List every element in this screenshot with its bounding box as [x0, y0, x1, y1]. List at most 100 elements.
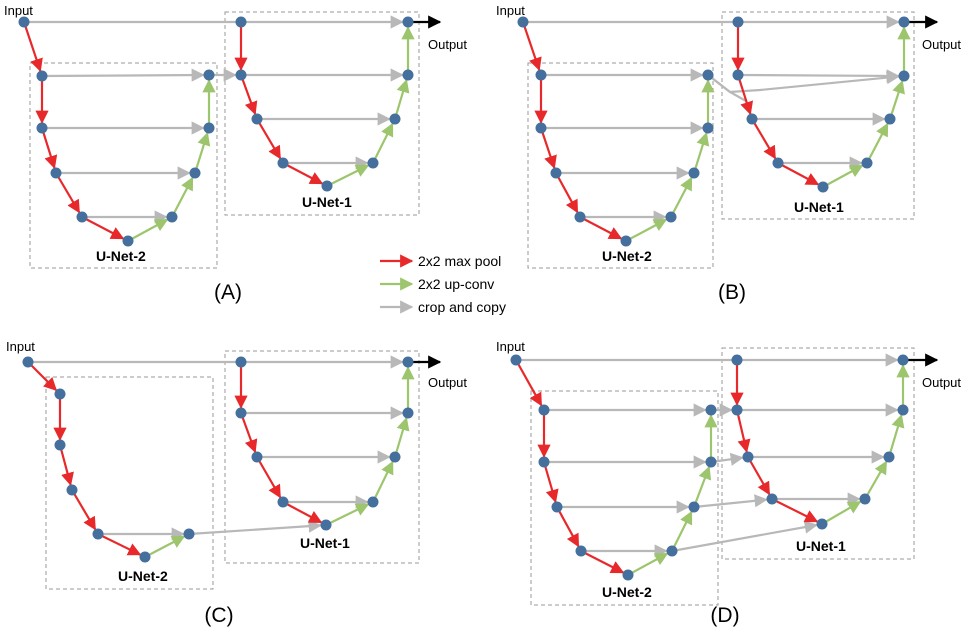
- feature-node: [898, 70, 910, 82]
- maxpool-arrow: [556, 506, 580, 548]
- copy-arrow: [671, 520, 818, 553]
- feature-node: [861, 157, 873, 169]
- feature-node: [36, 122, 48, 134]
- legend-item-upconv: 2x2 up-conv: [380, 276, 494, 292]
- upconv-arrow: [821, 500, 862, 525]
- feature-node: [742, 451, 754, 463]
- output-label: Output: [922, 375, 961, 390]
- maxpool-arrow: [71, 489, 97, 531]
- input-label: Input: [496, 339, 525, 354]
- feature-node: [36, 70, 48, 82]
- feature-node: [702, 122, 714, 134]
- feature-node: [538, 404, 550, 416]
- maxpool-arrow: [239, 412, 258, 454]
- feature-node: [817, 181, 829, 193]
- feature-node: [277, 157, 289, 169]
- upconv-arrow: [670, 176, 693, 218]
- maxpool-arrow: [282, 501, 323, 524]
- feature-node: [666, 545, 678, 557]
- maxpool-arrow: [97, 533, 142, 556]
- feature-node: [66, 484, 78, 496]
- unet2-label: U-Net-2: [118, 568, 168, 584]
- upconv-arrow: [864, 460, 888, 500]
- feature-node: [859, 493, 871, 505]
- maxpool-arrow: [747, 456, 771, 496]
- maxpool-arrow: [27, 361, 58, 392]
- feature-node: [688, 501, 700, 513]
- unet2-box: [530, 390, 719, 606]
- feature-node: [251, 451, 263, 463]
- maxpool-arrow: [22, 21, 43, 73]
- upconv-arrow: [326, 164, 370, 187]
- feature-node: [535, 122, 547, 134]
- panel-b: Input Output U-Net-2 U-Net-1 (B): [496, 3, 961, 304]
- panels-layer: Input Output U-Net-2 U-Net-1 (A) Input Output U…: [4, 3, 961, 627]
- legend-item-maxpool: 2x2 max pool: [380, 253, 501, 269]
- feature-node: [620, 235, 632, 247]
- upconv-arrow: [372, 122, 394, 164]
- unet2-label: U-Net-2: [602, 584, 652, 600]
- maxpool-arrow: [515, 359, 543, 407]
- feature-node: [897, 404, 909, 416]
- feature-node: [235, 407, 247, 419]
- maxpool-arrow: [282, 162, 324, 185]
- input-label: Input: [6, 339, 35, 354]
- output-label: Output: [428, 375, 467, 390]
- feature-node: [510, 354, 522, 366]
- input-label: Input: [496, 3, 525, 18]
- panel-label-b: (B): [718, 281, 746, 304]
- upconv-arrow: [866, 122, 889, 164]
- maxpool-arrow: [580, 550, 625, 574]
- upconv-arrow: [372, 460, 394, 503]
- maxpool-arrow: [751, 118, 777, 160]
- upconv-arrow: [692, 465, 712, 508]
- maxpool-arrow: [542, 461, 559, 503]
- maxpool-arrow: [40, 127, 58, 169]
- maxpool-arrow: [579, 216, 623, 240]
- feature-node: [203, 122, 215, 134]
- feature-node: [732, 16, 744, 28]
- feature-node: [574, 211, 586, 223]
- unet1-label: U-Net-1: [302, 194, 352, 210]
- feature-node: [277, 496, 289, 508]
- upconv-arrow: [127, 218, 169, 242]
- feature-node: [622, 569, 634, 581]
- feature-node: [517, 16, 529, 28]
- feature-node: [92, 528, 104, 540]
- unet2-label: U-Net-2: [602, 248, 652, 264]
- feature-node: [402, 16, 414, 28]
- feature-node: [320, 519, 332, 531]
- maxpool-arrow: [555, 172, 579, 214]
- feature-node: [189, 167, 201, 179]
- feature-node: [203, 69, 215, 81]
- maxpool-arrow: [58, 444, 74, 486]
- feature-node: [898, 16, 910, 28]
- feature-node: [535, 69, 547, 81]
- feature-node: [76, 211, 88, 223]
- unet2-box: [29, 62, 218, 269]
- maxpool-arrow: [81, 216, 125, 240]
- legend-maxpool-label: 2x2 max pool: [418, 253, 501, 269]
- maxpool-arrow: [736, 74, 754, 116]
- feature-node: [884, 113, 896, 125]
- feature-node: [883, 451, 895, 463]
- feature-node: [402, 407, 414, 419]
- maxpool-arrow: [735, 409, 751, 453]
- feature-node: [402, 356, 414, 368]
- unet2-box: [45, 376, 214, 590]
- unet1-box: [721, 347, 915, 560]
- copy-arrow: [41, 68, 205, 82]
- panel-label-d: (D): [710, 604, 739, 627]
- upconv-arrow: [171, 176, 194, 218]
- panel-label-c: (C): [204, 604, 233, 627]
- maxpool-arrow: [239, 74, 258, 116]
- feature-node: [50, 167, 62, 179]
- unet2-label: U-Net-2: [96, 248, 146, 264]
- feature-node: [235, 16, 247, 28]
- feature-node: [665, 211, 677, 223]
- upconv-arrow: [393, 417, 410, 458]
- upconv-arrow: [887, 414, 905, 458]
- copy-arrow: [707, 71, 900, 94]
- upconv-arrow: [888, 79, 905, 120]
- output-label: Output: [922, 37, 961, 52]
